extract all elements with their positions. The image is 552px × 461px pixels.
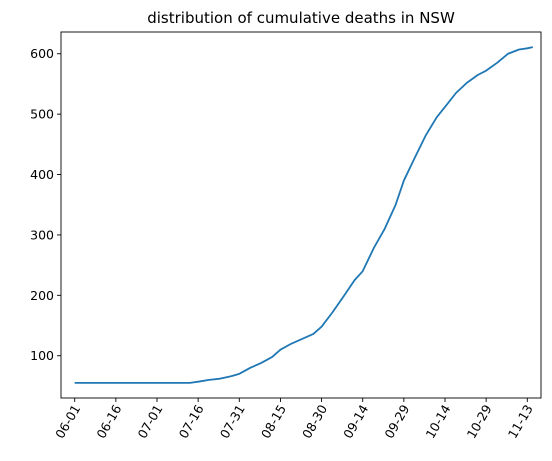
x-tick-label: 09-29 <box>381 402 412 441</box>
x-tick-label: 08-15 <box>258 402 289 441</box>
x-tick-label: 07-16 <box>176 402 207 441</box>
y-tick-label: 400 <box>30 167 54 182</box>
y-tick-label: 300 <box>30 227 54 242</box>
y-axis: 100 200 300 400 500 600 <box>30 46 61 363</box>
x-tick-label: 09-14 <box>340 402 371 441</box>
plot-frame <box>60 31 542 399</box>
x-tick-label: 06-01 <box>52 402 83 441</box>
y-tick-label: 500 <box>30 107 54 122</box>
y-tick-label: 100 <box>30 348 54 363</box>
y-tick-label: 600 <box>30 46 54 61</box>
y-tick-label: 200 <box>30 288 54 303</box>
x-tick-label: 07-01 <box>134 402 165 441</box>
x-tick-label: 06-16 <box>93 402 124 441</box>
x-tick-label: 10-29 <box>464 402 495 441</box>
chart-title: distribution of cumulative deaths in NSW <box>147 9 455 27</box>
series-line <box>74 46 533 384</box>
x-tick-label: 08-30 <box>299 402 330 441</box>
x-tick-label: 11-13 <box>505 402 536 441</box>
x-tick-label: 10-14 <box>422 402 453 441</box>
x-axis: 06-01 06-16 07-01 07-16 07-31 08-15 08-30 09-14… <box>52 398 536 441</box>
x-tick-label: 07-31 <box>217 402 248 441</box>
